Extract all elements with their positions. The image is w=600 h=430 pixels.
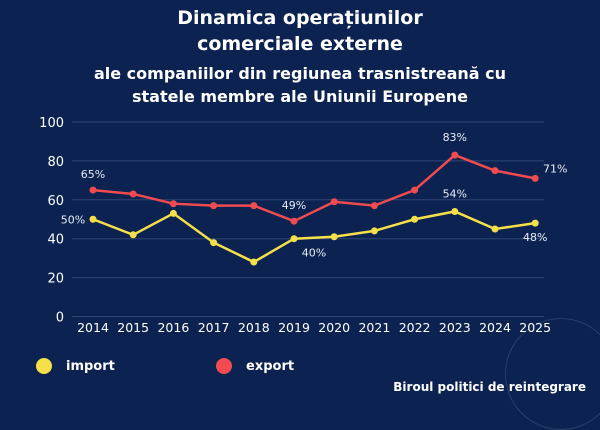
import-point	[451, 207, 459, 215]
x-tick-label: 2017	[198, 320, 230, 335]
import-point	[129, 231, 137, 239]
export-point	[411, 186, 419, 194]
line-chart: 0 20 40 60 80 100 2014 2015 2016 2017 2018 2019 2020…	[39, 116, 567, 335]
legend-import-swatch	[36, 358, 52, 374]
export-point	[531, 174, 539, 182]
export-point	[290, 217, 298, 225]
x-tick-label: 2014	[77, 320, 109, 335]
import-point	[169, 209, 177, 217]
import-point	[531, 219, 539, 227]
y-tick-label: 100	[39, 116, 64, 131]
export-point	[129, 190, 137, 198]
import-point	[210, 239, 218, 247]
legend-import: import	[36, 358, 115, 374]
x-tick-label: 2019	[278, 320, 310, 335]
export-point	[451, 151, 459, 159]
source-label: Biroul politici de reintegrare	[393, 380, 586, 394]
y-tick-label: 0	[56, 311, 64, 326]
y-tick-label: 40	[47, 233, 64, 248]
x-tick-label: 2024	[479, 320, 511, 335]
x-tick-label: 2020	[318, 320, 350, 335]
y-tick-label: 20	[47, 272, 64, 287]
x-tick-label: 2021	[358, 320, 390, 335]
export-point	[210, 202, 218, 210]
import-point	[250, 258, 258, 266]
chart-subtitle-line2: statele membre ale Uniunii Europene	[132, 87, 468, 106]
import-data-label: 50%	[61, 213, 85, 226]
chart-subtitle-line1: ale companiilor din regiunea trasnistrea…	[93, 64, 507, 83]
export-data-label: 71%	[543, 162, 567, 175]
x-tick-label: 2022	[399, 320, 431, 335]
x-tick-label: 2018	[238, 320, 270, 335]
export-point	[330, 198, 338, 206]
x-tick-label: 2016	[157, 320, 189, 335]
import-data-label: 40%	[302, 247, 326, 260]
chart-title-line2: comerciale externe	[197, 33, 403, 55]
y-tick-label: 60	[47, 194, 64, 209]
legend-export-label: export	[246, 358, 295, 374]
x-tick-label: 2025	[519, 320, 551, 335]
export-data-label: 65%	[81, 168, 105, 181]
import-point	[89, 215, 97, 223]
import-line	[92, 210, 536, 264]
export-point	[370, 202, 378, 210]
export-point	[89, 186, 97, 194]
import-point	[290, 235, 298, 243]
legend-export-swatch	[216, 358, 232, 374]
x-tick-label: 2023	[439, 320, 471, 335]
export-data-label: 83%	[443, 131, 467, 144]
export-point	[250, 202, 258, 210]
import-point	[411, 215, 419, 223]
import-data-label: 54%	[443, 187, 467, 200]
import-point	[330, 233, 338, 241]
import-point	[370, 227, 378, 235]
import-data-label: 48%	[523, 231, 547, 244]
chart-title-line1: Dinamica operațiunilor	[177, 7, 423, 29]
legend-import-label: import	[66, 358, 115, 374]
y-tick-label: 80	[47, 155, 64, 170]
import-point	[491, 225, 499, 233]
export-point	[169, 200, 177, 208]
export-line	[92, 153, 536, 223]
export-point	[491, 167, 499, 175]
legend-export: export	[216, 358, 294, 374]
export-data-label: 49%	[282, 199, 306, 212]
x-tick-label: 2015	[117, 320, 149, 335]
